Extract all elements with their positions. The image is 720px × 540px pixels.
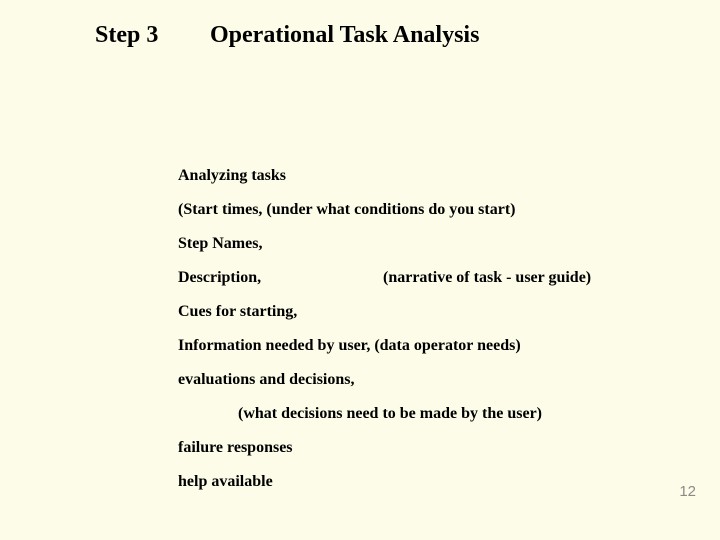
content-line-indent: (what decisions need to be made by the u… xyxy=(238,405,720,423)
slide-header: Step 3 Operational Task Analysis xyxy=(0,0,720,49)
content-line: Cues for starting, xyxy=(178,303,720,321)
content-line: failure responses xyxy=(178,439,720,457)
page-number: 12 xyxy=(679,483,696,500)
slide-content: Analyzing tasks (Start times, (under wha… xyxy=(178,167,720,491)
content-line: Step Names, xyxy=(178,235,720,253)
content-line-right: (narrative of task - user guide) xyxy=(383,269,591,287)
content-line: Information needed by user, (data operat… xyxy=(178,337,720,355)
content-line: help available xyxy=(178,473,720,491)
content-line: Analyzing tasks xyxy=(178,167,720,185)
content-line: evaluations and decisions, xyxy=(178,371,720,389)
content-line-pair: Description, (narrative of task - user g… xyxy=(178,269,720,287)
slide-title: Operational Task Analysis xyxy=(210,22,479,49)
step-label: Step 3 xyxy=(95,22,185,49)
content-line-left: Description, xyxy=(178,269,383,287)
content-line: (Start times, (under what conditions do … xyxy=(178,201,720,219)
